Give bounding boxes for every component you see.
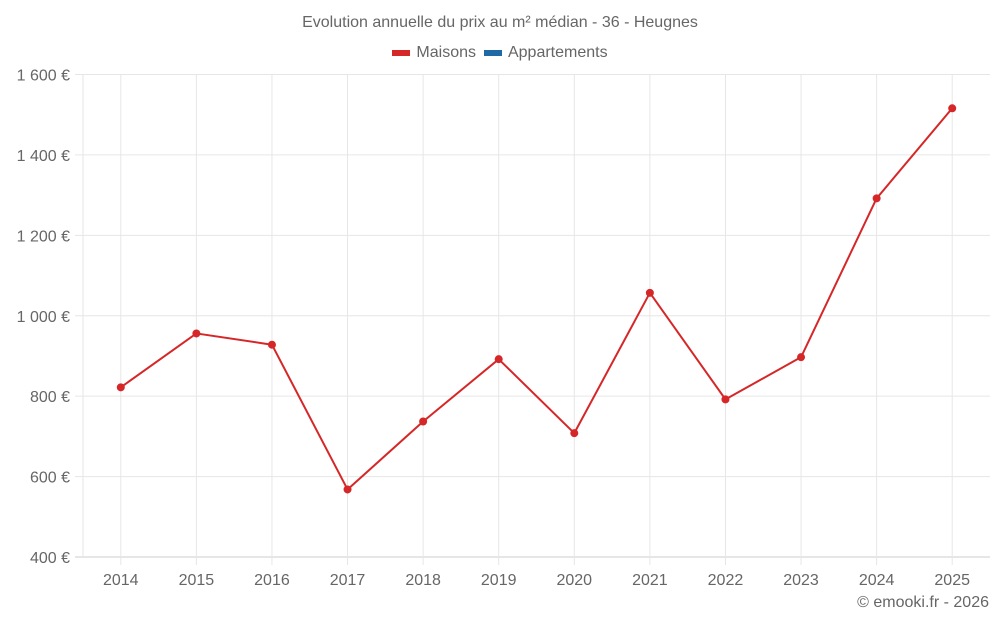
y-tick-label: 400 €	[30, 550, 70, 567]
x-tick-label: 2024	[859, 572, 895, 589]
legend-label-maisons: Maisons	[416, 44, 476, 61]
x-tick-label: 2023	[783, 572, 819, 589]
x-tick-label: 2021	[632, 572, 668, 589]
x-axis: 2014 2015 2016 2017 2018 2019 2020 2021 2022 2023…	[103, 572, 970, 589]
y-tick-label: 800 €	[30, 389, 70, 406]
x-tick-label: 2025	[934, 572, 970, 589]
credit-text: © emooki.fr - 2026	[857, 594, 989, 611]
data-point[interactable]	[797, 353, 806, 362]
chart-legend: Maisons Appartements	[0, 44, 1000, 62]
data-point[interactable]	[645, 288, 654, 297]
x-tick-label: 2015	[179, 572, 215, 589]
legend-label-appartements: Appartements	[507, 44, 608, 61]
y-tick-label: 1 600 €	[17, 68, 70, 85]
x-tick-label: 2020	[556, 572, 592, 589]
x-tick-label: 2018	[405, 572, 441, 589]
legend-item-appartements[interactable]: Appartements	[483, 44, 608, 62]
data-point[interactable]	[948, 104, 957, 113]
x-tick-label: 2014	[103, 572, 139, 589]
grid-lines	[75, 74, 990, 565]
y-axis: 400 € 600 € 800 € 1 000 € 1 200 € 1 400 € 1 60…	[17, 68, 70, 568]
x-tick-label: 2019	[481, 572, 517, 589]
data-point[interactable]	[192, 329, 201, 338]
legend-item-maisons[interactable]: Maisons	[392, 44, 476, 62]
y-tick-label: 1 000 €	[17, 309, 70, 326]
data-point[interactable]	[267, 340, 276, 349]
y-tick-label: 1 400 €	[17, 148, 70, 165]
series-maisons	[116, 104, 957, 494]
x-tick-label: 2022	[708, 572, 744, 589]
data-point[interactable]	[570, 429, 579, 438]
x-tick-label: 2016	[254, 572, 290, 589]
data-point[interactable]	[419, 417, 428, 426]
chart-title: Evolution annuelle du prix au m² médian …	[302, 14, 698, 31]
data-point[interactable]	[494, 355, 503, 364]
y-tick-label: 1 200 €	[17, 228, 70, 245]
data-point[interactable]	[116, 383, 125, 392]
legend-swatch-maisons	[392, 50, 411, 56]
data-point[interactable]	[343, 485, 352, 494]
x-tick-label: 2017	[330, 572, 366, 589]
y-tick-label: 600 €	[30, 470, 70, 487]
data-point[interactable]	[721, 395, 730, 404]
data-point[interactable]	[872, 194, 881, 203]
legend-swatch-appartements	[483, 50, 502, 56]
